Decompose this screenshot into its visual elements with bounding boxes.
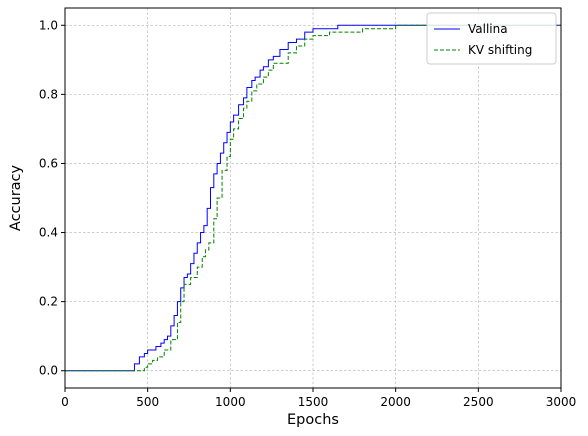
y-tick-label: 0.6 <box>39 156 58 170</box>
x-axis-label: Epochs <box>287 412 339 428</box>
legend-label: Vallina <box>468 22 508 36</box>
grid-layer <box>64 8 562 388</box>
ticks-layer: 0 500 1000 1500 2000 2500 3000 0.0 0.2 0.4 0.6 0.8 1… <box>39 18 576 409</box>
x-tick-label: 500 <box>136 395 159 409</box>
legend-box <box>426 12 557 65</box>
y-axis-label: Accuracy <box>8 164 24 231</box>
x-tick-label: 2000 <box>380 395 411 409</box>
y-tick-label: 0.0 <box>39 364 58 378</box>
legend: Vallina KV shifting <box>426 12 557 65</box>
x-tick-label: 2500 <box>463 395 494 409</box>
y-tick-label: 0.4 <box>39 226 58 240</box>
y-tick-label: 1.0 <box>39 18 58 32</box>
x-tick-label: 0 <box>61 395 69 409</box>
legend-label: KV shifting <box>468 43 532 57</box>
series-line-kv-shifting <box>65 24 561 372</box>
x-tick-label: 1500 <box>298 395 329 409</box>
y-tick-label: 0.8 <box>39 87 58 101</box>
series-layer <box>65 24 561 372</box>
x-tick-label: 1000 <box>215 395 246 409</box>
y-tick-label: 0.2 <box>39 295 58 309</box>
series-line-vallina <box>65 24 561 372</box>
x-tick-label: 3000 <box>546 395 577 409</box>
